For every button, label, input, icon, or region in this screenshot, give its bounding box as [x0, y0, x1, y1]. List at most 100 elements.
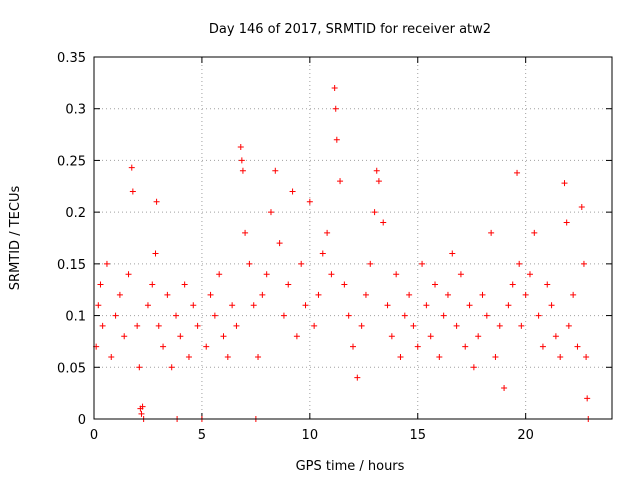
- data-point: [580, 260, 587, 267]
- data-point: [526, 271, 533, 278]
- data-point: [401, 312, 408, 319]
- data-point: [177, 333, 184, 340]
- y-tick-label: 0.05: [57, 361, 86, 376]
- x-tick-label: 15: [409, 428, 426, 443]
- data-point: [423, 302, 430, 309]
- data-point: [584, 395, 591, 402]
- data-point: [155, 322, 162, 329]
- data-point: [362, 291, 369, 298]
- data-point: [414, 343, 421, 350]
- data-point: [280, 312, 287, 319]
- data-point: [293, 333, 300, 340]
- data-point: [267, 209, 274, 216]
- data-point: [548, 302, 555, 309]
- data-point: [466, 302, 473, 309]
- data-point: [358, 322, 365, 329]
- data-point: [328, 271, 335, 278]
- data-point: [331, 85, 338, 92]
- data-point: [501, 384, 508, 391]
- data-point: [259, 291, 266, 298]
- grid: [94, 57, 612, 419]
- data-points: [93, 85, 592, 422]
- data-point: [97, 281, 104, 288]
- data-point: [216, 271, 223, 278]
- data-point: [138, 410, 145, 417]
- data-point: [128, 164, 135, 171]
- data-point: [237, 143, 244, 150]
- data-point: [255, 353, 262, 360]
- data-point: [488, 229, 495, 236]
- chart-title: Day 146 of 2017, SRMTID for receiver atw…: [209, 22, 491, 37]
- data-point: [388, 333, 395, 340]
- data-point: [276, 240, 283, 247]
- data-point: [95, 302, 102, 309]
- data-point: [479, 291, 486, 298]
- data-point: [578, 203, 585, 210]
- data-point: [229, 302, 236, 309]
- data-point: [367, 260, 374, 267]
- data-point: [285, 281, 292, 288]
- data-point: [345, 312, 352, 319]
- data-point: [185, 353, 192, 360]
- data-point: [306, 198, 313, 205]
- data-point: [341, 281, 348, 288]
- data-point: [136, 364, 143, 371]
- y-axis-label: SRMTID / TECUs: [8, 186, 23, 291]
- data-point: [190, 302, 197, 309]
- data-point: [475, 333, 482, 340]
- data-point: [211, 312, 218, 319]
- data-point: [544, 281, 551, 288]
- data-point: [298, 260, 305, 267]
- data-point: [457, 271, 464, 278]
- data-point: [332, 105, 339, 112]
- data-point: [324, 229, 331, 236]
- data-point: [492, 353, 499, 360]
- data-point: [436, 353, 443, 360]
- data-point: [99, 322, 106, 329]
- data-point: [164, 291, 171, 298]
- data-point: [160, 343, 167, 350]
- data-point: [311, 322, 318, 329]
- data-point: [319, 250, 326, 257]
- data-point: [289, 188, 296, 195]
- data-point: [535, 312, 542, 319]
- data-point: [250, 302, 257, 309]
- data-point: [583, 353, 590, 360]
- data-point: [263, 271, 270, 278]
- data-point: [194, 322, 201, 329]
- data-point: [561, 180, 568, 187]
- plot-frame: [93, 56, 613, 420]
- data-point: [570, 291, 577, 298]
- data-point: [350, 343, 356, 350]
- data-point: [462, 343, 469, 350]
- data-point: [427, 333, 434, 340]
- data-point: [397, 353, 404, 360]
- data-point: [315, 291, 322, 298]
- data-point: [153, 198, 160, 205]
- y-tick-label: 0.15: [57, 258, 86, 273]
- data-point: [152, 250, 159, 257]
- data-point: [108, 353, 115, 360]
- data-point: [393, 271, 400, 278]
- data-point: [354, 374, 361, 381]
- y-tick-label: 0.35: [57, 51, 86, 66]
- data-point: [134, 322, 141, 329]
- data-point: [522, 291, 529, 298]
- data-point: [518, 322, 525, 329]
- data-point: [272, 167, 279, 174]
- data-point: [116, 291, 123, 298]
- data-point: [453, 322, 460, 329]
- data-point: [203, 343, 210, 350]
- data-point: [103, 260, 110, 267]
- data-point: [337, 178, 344, 185]
- data-point: [444, 291, 451, 298]
- data-point: [574, 343, 581, 350]
- x-tick-label: 0: [90, 428, 98, 443]
- data-point: [406, 291, 413, 298]
- y-tick-label: 0.3: [65, 103, 86, 118]
- data-point: [509, 281, 516, 288]
- x-tick-label: 5: [198, 428, 206, 443]
- data-point: [563, 219, 570, 226]
- data-point: [432, 281, 439, 288]
